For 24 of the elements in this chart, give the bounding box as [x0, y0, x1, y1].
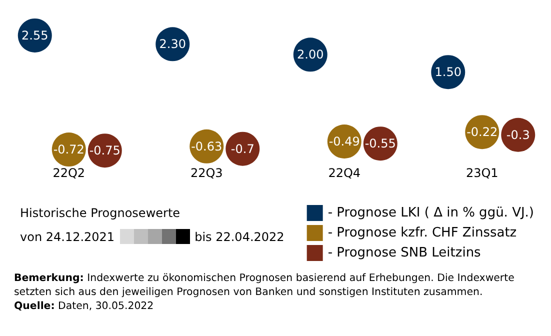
data-label: 1.50	[434, 65, 462, 80]
x-tick-label: 22Q3	[190, 166, 223, 180]
legend-label: - Prognose SNB Leitzins	[328, 246, 482, 260]
text: Historische Prognosewerte	[20, 206, 180, 220]
legend-label: - Prognose LKI ( Δ in % ggü. VJ.)	[328, 206, 534, 220]
data-label: -0.72	[53, 142, 84, 157]
source-note: Quelle: Daten, 30.05.2022	[14, 301, 154, 312]
data-label: 2.30	[159, 37, 186, 52]
data-label: -0.55	[364, 136, 396, 151]
data-label: 2.00	[297, 48, 324, 62]
text: von 24.12.2021	[20, 230, 115, 244]
x-tick-label: 23Q1	[466, 166, 498, 180]
data-label: -0.49	[328, 134, 360, 149]
data-label: -0.75	[89, 144, 120, 158]
x-tick-label: 22Q2	[52, 166, 86, 180]
data-label: 2.55	[22, 28, 48, 42]
text: bis 22.04.2022	[194, 230, 284, 244]
data-label: -0.63	[191, 139, 222, 154]
text: Bemerkung: Indexwerte zu ökonomischen Prognosen basierend auf Erhebungen. Die Indexwerte setzten sich aus den jeweiligen Prognosen von Banken und sonstigen Instituten zusammen.	[14, 273, 514, 298]
data-label: -0.3	[506, 128, 530, 142]
legend-label: - Prognose kzfr. CHF Zinssatz	[328, 226, 517, 240]
data-label: -0.22	[466, 125, 498, 140]
data-label: -0.7	[230, 142, 254, 156]
x-tick-label: 22Q4	[328, 166, 361, 180]
